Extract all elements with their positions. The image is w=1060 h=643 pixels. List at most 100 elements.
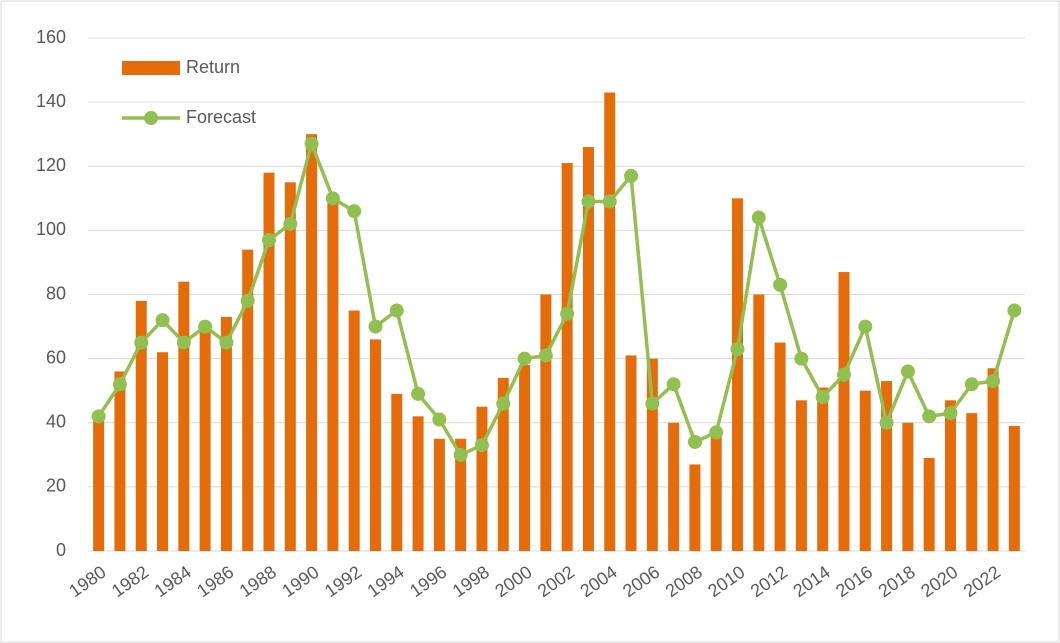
marker [687,434,702,449]
bar [263,172,275,551]
bar [668,422,680,551]
bar [327,198,339,551]
bar [157,352,169,551]
marker [986,374,1001,389]
marker [411,386,426,401]
bar [519,365,531,551]
marker [112,377,127,392]
legend-item: Forecast [122,107,256,127]
bar [242,249,254,552]
marker [645,396,660,411]
legend-swatch [122,61,180,75]
y-tick-label: 60 [46,347,66,367]
marker [538,348,553,363]
marker [751,210,766,225]
bar [199,326,211,551]
marker [879,415,894,430]
marker [836,367,851,382]
marker [709,425,724,440]
y-tick-label: 40 [46,412,66,432]
marker [517,351,532,366]
bar [944,400,956,551]
bar [433,438,445,551]
marker [943,406,958,421]
bar [689,464,701,551]
marker [283,216,298,231]
bar [795,400,807,551]
marker [389,303,404,318]
bar [391,393,403,551]
bar [817,387,829,551]
marker [1007,303,1022,318]
marker [155,313,170,328]
bar [561,163,573,551]
marker [815,390,830,405]
marker [453,447,468,462]
bar [774,342,786,551]
bar [902,422,914,551]
marker [432,412,447,427]
marker [900,364,915,379]
marker [581,194,596,209]
bar [732,198,744,551]
bar [369,339,381,551]
line [97,142,1017,457]
marker [325,191,340,206]
bar [412,416,424,551]
marker [560,306,575,321]
y-tick-label: 0 [56,540,66,560]
marker [624,168,639,183]
marker [347,204,362,219]
bar [923,458,935,551]
bar [753,294,765,551]
marker [198,319,213,334]
marker [240,293,255,308]
marker [666,377,681,392]
y-tick-label: 140 [36,91,66,111]
bar [838,272,850,551]
marker [474,438,489,453]
marker [496,396,511,411]
bar [859,390,871,551]
bar [476,406,488,551]
marker [858,319,873,334]
marker [304,136,319,151]
bar [220,316,232,551]
bar [497,377,509,551]
y-tick-label: 80 [46,283,66,303]
marker [773,277,788,292]
bar [1008,425,1020,551]
marker [219,335,234,350]
y-tick-label: 160 [36,27,66,47]
legend-swatch [144,111,158,125]
bar [710,435,722,551]
y-tick-label: 100 [36,219,66,239]
marker [730,342,745,357]
bar [582,147,594,551]
bar [625,355,637,551]
bar [455,438,467,551]
marker [964,377,979,392]
y-tick-label: 120 [36,155,66,175]
bar [93,419,105,551]
bar [966,413,978,551]
legend-label: Forecast [186,107,256,127]
marker [794,351,809,366]
bar [646,358,658,551]
bar [987,368,999,551]
marker [91,409,106,424]
legend-item: Return [122,57,240,77]
marker [922,409,937,424]
bar [604,92,616,551]
bar [114,371,126,551]
legend-label: Return [186,57,240,77]
bar [306,134,318,551]
bar [540,294,552,551]
bar [881,381,893,551]
marker [602,194,617,209]
bar [178,281,190,551]
marker [134,335,149,350]
bar [284,182,296,551]
marker [262,232,277,247]
